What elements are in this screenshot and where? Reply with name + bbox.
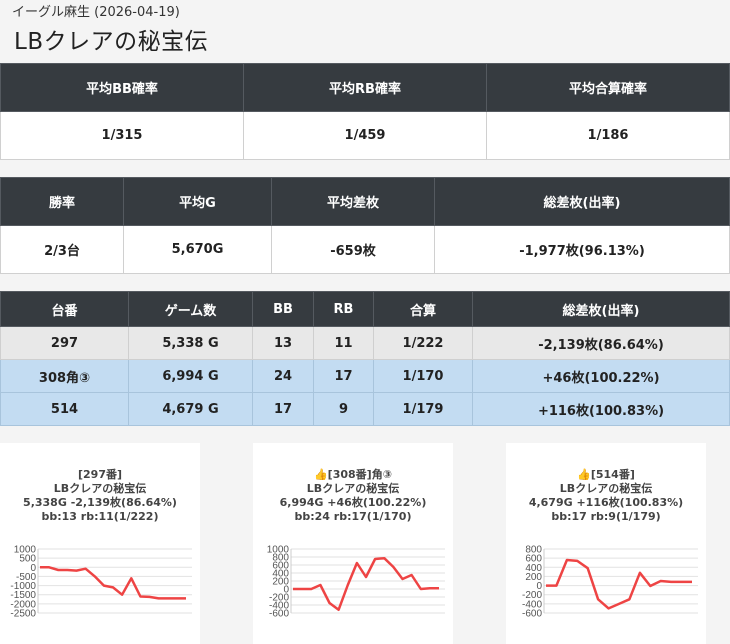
y-tick-label: 800 xyxy=(272,553,289,564)
y-tick-label: 0 xyxy=(30,563,36,574)
y-tick-label: -2000 xyxy=(10,599,36,610)
total-prob: 1/170 xyxy=(373,359,473,393)
col-header: 平均BB確率 xyxy=(0,63,244,112)
graph-caption: 👍[308番]角③ LBクレアの秘宝伝 6,994G +46枚(100.22%)… xyxy=(253,468,453,524)
y-tick-label: -500 xyxy=(16,572,36,583)
y-tick-label: -1000 xyxy=(10,581,36,592)
y-tick-label: 0 xyxy=(283,585,289,596)
col-header: ゲーム数 xyxy=(128,291,253,327)
col-header: 勝率 xyxy=(0,177,124,226)
graph-title-line: [297番] xyxy=(77,468,123,481)
series-line xyxy=(293,556,439,612)
y-tick-label: -2500 xyxy=(10,609,36,620)
graph-title-line: LBクレアの秘宝伝 xyxy=(53,482,147,495)
graph-card-514[interactable]: 👍[514番] LBクレアの秘宝伝 4,679G +116枚(100.83%) … xyxy=(506,443,706,644)
rb-count: 11 xyxy=(313,326,374,360)
y-tick-label: 0 xyxy=(536,581,542,592)
col-header: 総差枚(出率) xyxy=(472,291,730,327)
page-subtitle: イーグル麻生 (2026-04-19) xyxy=(12,5,180,20)
total-prob: 1/222 xyxy=(373,326,473,360)
avg-bb-prob: 1/315 xyxy=(0,111,244,160)
graph-card-297[interactable]: [297番] LBクレアの秘宝伝 5,338G -2,139枚(86.64%) … xyxy=(0,443,200,644)
bb-count: 17 xyxy=(252,392,314,426)
y-tick-label: 600 xyxy=(272,561,289,572)
y-tick-label: -600 xyxy=(269,609,289,620)
y-tick-label: -400 xyxy=(269,601,289,612)
y-tick-label: 200 xyxy=(525,572,542,583)
probability-summary-table: 平均BB確率 平均RB確率 平均合算確率 1/315 1/459 1/186 xyxy=(0,63,730,160)
graph-title-line: LBクレアの秘宝伝 xyxy=(559,482,653,495)
y-tick-label: -600 xyxy=(522,609,542,620)
graph-title-line: 5,338G -2,139枚(86.64%) xyxy=(23,496,177,509)
y-tick-label: 400 xyxy=(525,563,542,574)
bb-count: 24 xyxy=(252,359,314,393)
col-header: 合算 xyxy=(373,291,473,327)
graph-title-line: 6,994G +46枚(100.22%) xyxy=(279,496,427,509)
y-tick-label: 1000 xyxy=(267,545,290,556)
y-tick-label: 400 xyxy=(272,569,289,580)
graph-title-line: bb:24 rb:17(1/170) xyxy=(294,510,412,523)
col-header: 台番 xyxy=(0,291,129,327)
rb-count: 17 xyxy=(313,359,374,393)
machine-number[interactable]: 297 xyxy=(0,326,129,360)
game-count: 4,679 G xyxy=(128,392,253,426)
graph-title-line: [308番]角③ xyxy=(327,468,393,481)
y-tick-label: 500 xyxy=(19,554,36,565)
game-count: 6,994 G xyxy=(128,359,253,393)
col-header: 平均合算確率 xyxy=(486,63,730,112)
avg-diff: -659枚 xyxy=(271,225,435,274)
avg-rb-prob: 1/459 xyxy=(243,111,487,160)
y-tick-label: -1500 xyxy=(10,590,36,601)
y-tick-label: -200 xyxy=(269,593,289,604)
graph-title-line: bb:17 rb:9(1/179) xyxy=(551,510,661,523)
y-tick-label: 800 xyxy=(525,545,542,556)
avg-games: 5,670G xyxy=(123,225,272,274)
graph-title-line: bb:13 rb:11(1/222) xyxy=(41,510,159,523)
y-tick-label: 200 xyxy=(272,577,289,588)
graph-caption: [297番] LBクレアの秘宝伝 5,338G -2,139枚(86.64%) … xyxy=(0,468,200,524)
avg-total-prob: 1/186 xyxy=(486,111,730,160)
col-header: 平均G xyxy=(123,177,272,226)
col-header: 平均差枚 xyxy=(271,177,435,226)
graph-title-line: LBクレアの秘宝伝 xyxy=(306,482,400,495)
bb-count: 13 xyxy=(252,326,314,360)
col-header: RB xyxy=(313,291,374,327)
table-row[interactable]: 514 4,679 G 17 9 1/179 +116枚(100.83%) xyxy=(0,392,730,426)
y-tick-label: -200 xyxy=(522,590,542,601)
rb-count: 9 xyxy=(313,392,374,426)
y-tick-label: 600 xyxy=(525,554,542,565)
col-header: 平均RB確率 xyxy=(243,63,487,112)
thumbs-up-icon: 👍 xyxy=(577,468,591,481)
game-count: 5,338 G xyxy=(128,326,253,360)
total-diff: -1,977枚(96.13%) xyxy=(434,225,730,274)
graph-card-308[interactable]: 👍[308番]角③ LBクレアの秘宝伝 6,994G +46枚(100.22%)… xyxy=(253,443,453,644)
y-tick-label: -400 xyxy=(522,599,542,610)
series-line xyxy=(40,566,186,600)
series-line xyxy=(546,558,692,610)
thumbs-up-icon: 👍 xyxy=(313,468,328,481)
graph-title-line: 4,679G +116枚(100.83%) xyxy=(528,496,684,509)
total-diff: +116枚(100.83%) xyxy=(472,392,730,426)
table-row[interactable]: 308角③ 6,994 G 24 17 1/170 +46枚(100.22%) xyxy=(0,359,730,393)
total-prob: 1/179 xyxy=(373,392,473,426)
col-header: BB xyxy=(252,291,314,327)
machine-number[interactable]: 308角③ xyxy=(0,359,129,393)
table-row[interactable]: 297 5,338 G 13 11 1/222 -2,139枚(86.64%) xyxy=(0,326,730,360)
total-diff: -2,139枚(86.64%) xyxy=(472,326,730,360)
result-summary-table: 勝率 平均G 平均差枚 総差枚(出率) 2/3台 5,670G -659枚 -1… xyxy=(0,177,730,274)
total-diff: +46枚(100.22%) xyxy=(472,359,730,393)
col-header: 総差枚(出率) xyxy=(434,177,730,226)
machine-number[interactable]: 514 xyxy=(0,392,129,426)
y-tick-label: 1000 xyxy=(14,545,37,556)
machine-table: 台番 ゲーム数 BB RB 合算 総差枚(出率) 297 5,338 G 13 … xyxy=(0,291,730,426)
graph-title-line: [514番] xyxy=(590,468,635,481)
graph-caption: 👍[514番] LBクレアの秘宝伝 4,679G +116枚(100.83%) … xyxy=(506,468,706,524)
win-rate: 2/3台 xyxy=(0,225,124,274)
page-title: LBクレアの秘宝伝 xyxy=(14,29,209,55)
